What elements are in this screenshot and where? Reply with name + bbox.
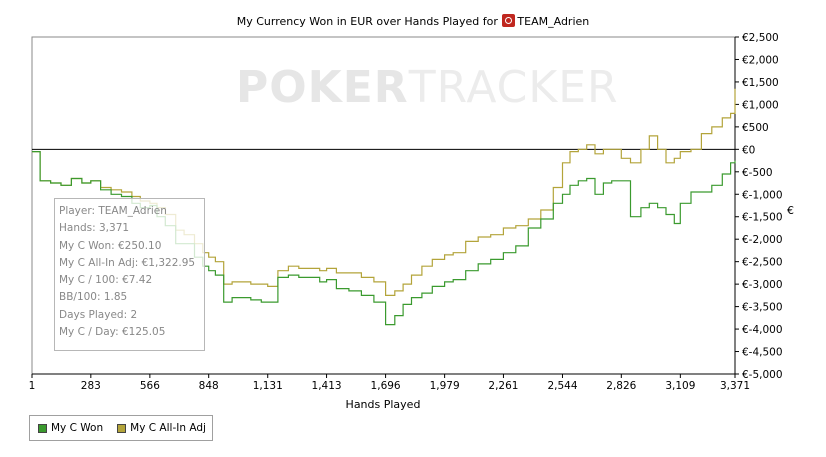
title-prefix: My Currency Won in EUR over Hands Played… <box>236 15 498 28</box>
tooltip-won: My C Won: €250.10 <box>59 239 162 252</box>
x-tick-label: 2,826 <box>606 380 636 392</box>
y-tick-label: €-500 <box>742 167 773 179</box>
y-tick-label: €1,000 <box>742 99 779 111</box>
x-tick-label: 3,371 <box>720 380 750 392</box>
pokertracker-watermark: POKERTRACKER <box>236 62 619 113</box>
y-tick-label: €-5,000 <box>742 369 783 381</box>
tooltip-per100: My C / 100: €7.42 <box>59 274 153 287</box>
legend-item-won[interactable]: My C Won <box>38 422 103 434</box>
legend-swatch-won <box>38 423 47 433</box>
x-tick-label: 283 <box>81 380 101 392</box>
x-tick-label: 1,696 <box>371 380 401 392</box>
x-tick-label: 1 <box>29 380 36 392</box>
y-tick-labels: €2,500 €2,000 €1,500 €1,000 €500 €0 €-500 €-1,0… <box>742 32 783 381</box>
y-tick-label: €-1,000 <box>742 189 783 201</box>
legend: My C Won My C All-In Adj <box>29 415 213 441</box>
y-tick-label: €-2,000 <box>742 234 783 246</box>
y-tick-label: €-4,500 <box>742 347 783 359</box>
x-tick-label: 1,979 <box>430 380 460 392</box>
y-tick-label: €-2,500 <box>742 257 783 269</box>
y-tick-label: €0 <box>742 144 755 156</box>
tooltip-hands: Hands: 3,371 <box>59 222 130 235</box>
y-tick-label: €-3,000 <box>742 279 783 291</box>
legend-label-allin: My C All-In Adj <box>130 422 206 434</box>
x-tick-label: 2,544 <box>547 380 577 392</box>
tooltip-perday: My C / Day: €125.05 <box>59 326 166 339</box>
x-axis-label: Hands Played <box>346 398 421 411</box>
x-tick-label: 566 <box>140 380 160 392</box>
legend-swatch-allin <box>117 423 127 433</box>
tooltip-allin: My C All-In Adj: €1,322.95 <box>59 256 196 269</box>
y-tick-label: €2,000 <box>742 54 779 66</box>
pokerstars-logo-icon <box>502 14 516 27</box>
legend-item-allin[interactable]: My C All-In Adj <box>117 422 206 434</box>
tooltip-bb100: BB/100: 1.85 <box>59 291 128 304</box>
legend-label-won: My C Won <box>51 422 104 434</box>
x-tick-labels: 1 283 566 848 1,131 1,413 1,696 1,979 2,261 2,544… <box>29 380 750 392</box>
x-tick-label: 3,109 <box>665 380 695 392</box>
tooltip-days: Days Played: 2 <box>59 308 138 321</box>
tooltip-player: Player: TEAM_Adrien <box>59 205 167 217</box>
stats-tooltip: Player: TEAM_Adrien Hands: 3,371 My C Wo… <box>54 198 205 351</box>
x-tick-label: 1,131 <box>253 380 283 392</box>
y-tick-label: €2,500 <box>742 32 779 44</box>
x-tick-label: 2,261 <box>488 380 518 392</box>
y-tick-label: €-1,500 <box>742 212 783 224</box>
y-tick-label: €500 <box>742 122 769 134</box>
y-tick-label: €-4,000 <box>742 324 783 336</box>
y-tick-label: €1,500 <box>742 77 779 89</box>
x-tick-label: 1,413 <box>312 380 342 392</box>
chart-title: My Currency Won in EUR over Hands Played… <box>0 14 826 28</box>
x-tick-label: 848 <box>199 380 219 392</box>
y-tick-label: €-3,500 <box>742 302 783 314</box>
title-player: TEAM_Adrien <box>517 15 590 28</box>
y-axis-label: € <box>787 204 794 217</box>
